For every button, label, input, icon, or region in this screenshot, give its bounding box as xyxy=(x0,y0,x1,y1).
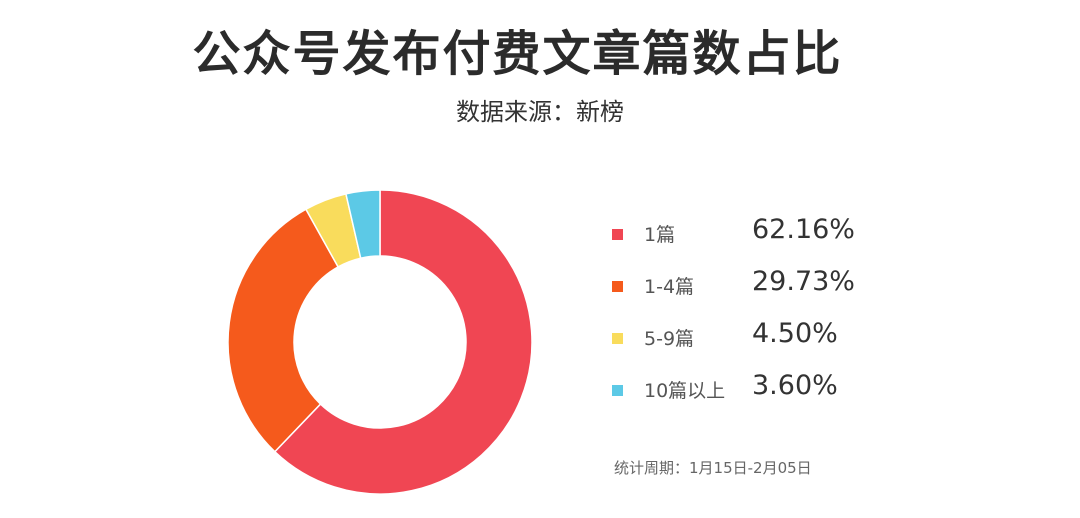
donut-slice-1 xyxy=(273,189,533,495)
donut-chart xyxy=(227,189,533,495)
chart-footnote: 统计周期：1月15日-2月05日 xyxy=(614,459,812,477)
donut-slice-2 xyxy=(227,208,340,453)
legend-item-1: 1篇 62.16% xyxy=(612,212,912,264)
legend-value-4: 3.60% xyxy=(752,370,838,401)
chart-title: 公众号发布付费文章篇数占比 xyxy=(192,26,843,82)
chart-subtitle: 数据来源：新榜 xyxy=(456,98,624,126)
legend-item-4: 10篇以上 3.60% xyxy=(612,368,912,420)
legend-item-3: 5-9篇 4.50% xyxy=(612,316,912,368)
legend-value-1: 62.16% xyxy=(752,214,855,245)
legend-swatch-4 xyxy=(612,385,623,396)
legend-label-2: 1-4篇 xyxy=(644,276,695,298)
legend-item-2: 1-4篇 29.73% xyxy=(612,264,912,316)
chart-legend: 1篇 62.16% 1-4篇 29.73% 5-9篇 4.50% 10篇以上 3… xyxy=(612,212,912,420)
legend-swatch-3 xyxy=(612,333,623,344)
donut-slice-4 xyxy=(345,189,381,260)
legend-swatch-2 xyxy=(612,281,623,292)
legend-swatch-1 xyxy=(612,229,623,240)
legend-label-1: 1篇 xyxy=(644,224,676,246)
legend-value-3: 4.50% xyxy=(752,318,838,349)
legend-value-2: 29.73% xyxy=(752,266,855,297)
legend-label-4: 10篇以上 xyxy=(644,380,726,402)
legend-label-3: 5-9篇 xyxy=(644,328,695,350)
